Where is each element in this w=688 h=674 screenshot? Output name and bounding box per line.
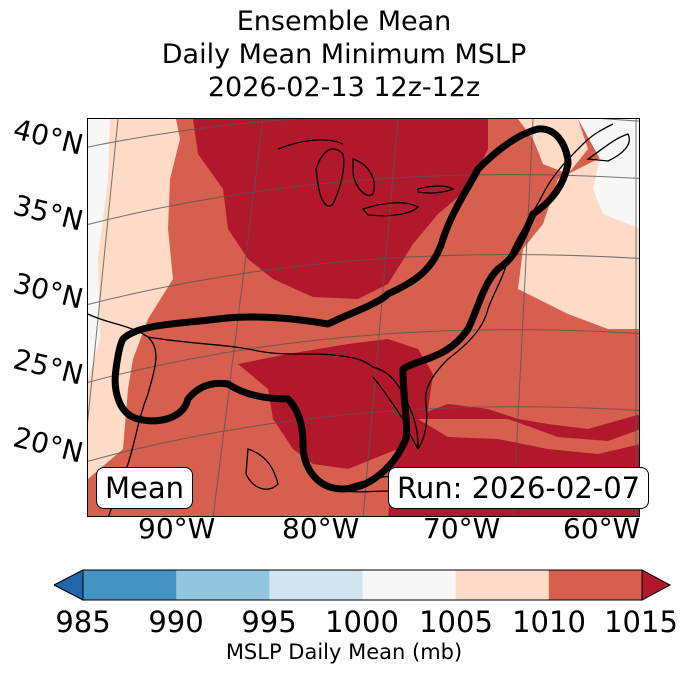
colorbar-tick-1010: 1010 bbox=[512, 605, 586, 639]
field-1015-north bbox=[193, 119, 488, 299]
lat-label-30n: 30°N bbox=[10, 266, 87, 316]
lon-label-90w: 90°W bbox=[138, 512, 216, 545]
field-1010-1015-southeast-band bbox=[418, 419, 639, 454]
member-badge: Mean bbox=[96, 467, 194, 509]
lat-label-40n: 40°N bbox=[10, 112, 87, 162]
lon-label-60w: 60°W bbox=[563, 512, 641, 545]
colorbar-extend-high bbox=[641, 569, 672, 601]
colorbar-cell-1005-1010 bbox=[455, 570, 550, 600]
colorbar-cell-990-995 bbox=[176, 570, 270, 600]
colorbar-cell-1000-1005 bbox=[362, 570, 457, 600]
lat-label-35n: 35°N bbox=[10, 188, 87, 238]
field-1000-1005-northeast bbox=[578, 119, 639, 229]
colorbar bbox=[54, 569, 672, 601]
colorbar-tick-1000: 1000 bbox=[325, 605, 399, 639]
colorbar-cell-985-990 bbox=[83, 570, 177, 600]
map-svg bbox=[88, 119, 639, 516]
colorbar-extend-low bbox=[54, 569, 84, 601]
chart-title-line-2: Daily Mean Minimum MSLP bbox=[161, 39, 527, 70]
run-badge: Run: 2026-02-07 bbox=[388, 467, 650, 509]
track-outline bbox=[111, 125, 572, 493]
colorbar-cell-995-1000 bbox=[269, 570, 363, 600]
colorbar-tick-1015: 1015 bbox=[604, 605, 678, 639]
lat-label-25n: 25°N bbox=[10, 342, 87, 392]
lon-label-80w: 80°W bbox=[282, 512, 360, 545]
colorbar-tick-995: 995 bbox=[241, 605, 297, 639]
chart-title-line-1: Ensemble Mean bbox=[236, 6, 452, 37]
colorbar-label: MSLP Daily Mean (mb) bbox=[225, 640, 463, 664]
lat-label-20n: 20°N bbox=[10, 420, 87, 470]
lon-label-70w: 70°W bbox=[423, 512, 501, 545]
colorbar-tick-985: 985 bbox=[55, 605, 111, 639]
colorbar-tick-1005: 1005 bbox=[419, 605, 493, 639]
colorbar-cell-1010-1015 bbox=[548, 570, 643, 600]
map-panel bbox=[87, 118, 640, 517]
chart-title-line-3: 2026-02-13 12z-12z bbox=[207, 72, 481, 103]
colorbar-tick-990: 990 bbox=[148, 605, 204, 639]
field-1000-1005-west bbox=[88, 119, 110, 379]
